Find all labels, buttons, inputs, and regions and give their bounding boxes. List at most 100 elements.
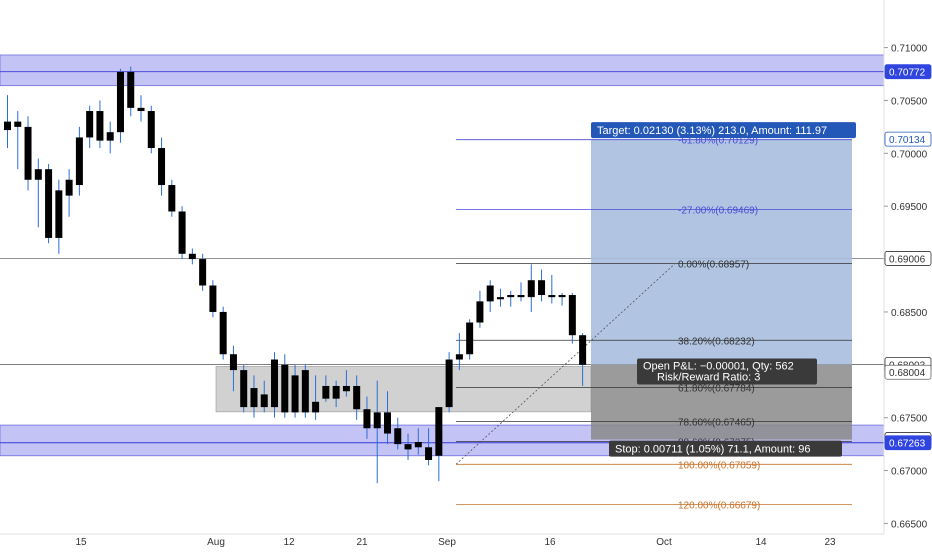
price-badge-label: 0.69006 <box>889 254 926 265</box>
stop-label: Stop: 0.00711 (1.05%) 71.1, Amount: 96 <box>615 444 811 456</box>
candle-body <box>250 388 258 408</box>
candle-body <box>558 295 566 298</box>
time-axis-label: 14 <box>755 537 767 548</box>
time-axis-label: 16 <box>544 537 556 548</box>
candle-body <box>240 370 248 408</box>
price-badge-label: 0.67263 <box>889 439 926 450</box>
candle-body <box>4 121 11 131</box>
candle-body <box>342 385 350 392</box>
candle-body <box>301 370 309 413</box>
candle-body <box>271 359 279 408</box>
candle-body <box>260 394 268 408</box>
stop-label-box <box>609 440 842 457</box>
price-badge <box>884 251 932 266</box>
target-zone <box>591 139 852 365</box>
fib-level-label: -27.00%(0.69469) <box>678 205 758 216</box>
candle-body <box>209 285 217 312</box>
fib-trend-line <box>455 263 676 465</box>
pnl-label: Open P&L: −0.00001, Qty: 562 <box>643 360 794 372</box>
candle-body <box>291 375 299 413</box>
candle-body <box>394 428 402 445</box>
fib-level-label: 61.80%(0.67784) <box>678 384 755 395</box>
target-label-box <box>591 122 856 139</box>
fib-level-label: 38.20%(0.68232) <box>678 336 755 347</box>
fib-level-label: 0.00%(0.68957) <box>678 260 749 271</box>
candle-body <box>55 190 63 238</box>
range-zone <box>215 366 592 413</box>
price-badge <box>884 131 932 147</box>
candle-body <box>579 335 587 365</box>
candle-body <box>168 185 176 212</box>
fib-level-label: -61.80%(0.70129) <box>678 136 758 147</box>
candle-body <box>65 179 73 196</box>
candle-body <box>548 295 556 298</box>
fib-level-label: 78.60%(0.67465) <box>678 417 755 428</box>
candle-body <box>322 385 330 399</box>
candle-body <box>45 169 53 238</box>
candle-body <box>188 253 196 260</box>
target-label: Target: 0.02130 (3.13%) 213.0, Amount: 1… <box>597 125 827 137</box>
candle-body <box>363 409 371 429</box>
time-axis-label: 12 <box>283 537 295 548</box>
candle-body <box>445 359 453 408</box>
time-axis-label: Oct <box>656 537 672 548</box>
price-tick-label: 0.70500 <box>891 96 928 107</box>
candle-body <box>527 280 535 298</box>
candle-body <box>116 71 124 133</box>
price-badge-label: 0.68004 <box>889 368 926 379</box>
candle-body <box>353 385 361 410</box>
price-tick-label: 0.68500 <box>891 308 928 319</box>
time-axis-label: 15 <box>75 537 87 548</box>
candle-body <box>127 71 135 108</box>
candle-body <box>106 132 114 141</box>
candle-body <box>466 322 474 355</box>
candle-body <box>147 111 155 149</box>
time-axis-label: 23 <box>824 537 836 548</box>
price-badge <box>884 435 932 451</box>
candle-body <box>178 211 186 254</box>
price-badge <box>884 64 932 80</box>
candle-body <box>158 148 166 186</box>
candle-body <box>24 126 32 180</box>
price-tick-label: 0.66500 <box>891 519 928 530</box>
candle-body <box>517 295 525 298</box>
candle-body <box>199 259 207 286</box>
candle-body <box>34 169 42 180</box>
candle-body <box>96 111 104 141</box>
candle-body <box>219 311 227 355</box>
candle-body <box>425 447 433 460</box>
candle-body <box>507 295 515 298</box>
price-tick-label: 0.69500 <box>891 202 928 213</box>
price-tick-label: 0.70000 <box>891 149 928 160</box>
candle-body <box>414 442 422 448</box>
candle-body <box>404 444 412 450</box>
candle-body <box>312 401 320 413</box>
time-axis-label: Sep <box>438 537 456 548</box>
fib-level-label: 120.00%(0.66679) <box>678 500 760 511</box>
price-tick-label: 0.67500 <box>891 414 928 425</box>
time-axis-label: Aug <box>207 537 225 548</box>
price-badge-label: 0.70772 <box>889 68 926 79</box>
candle-body <box>14 121 22 127</box>
pnl-label-box <box>637 358 817 385</box>
candle-body <box>496 297 504 300</box>
time-axis-label: 21 <box>356 537 368 548</box>
candle-body <box>229 354 237 371</box>
candle-body <box>332 385 340 399</box>
candle-body <box>435 407 443 456</box>
candle-body <box>455 354 463 360</box>
rr-label: Risk/Reward Ratio: 3 <box>657 371 760 383</box>
candle-body <box>476 301 484 323</box>
candle-body <box>568 295 576 336</box>
price-tick-label: 0.71000 <box>891 44 928 55</box>
candle-body <box>538 280 546 296</box>
candle-body <box>383 412 391 434</box>
candle-body <box>373 412 381 429</box>
price-badge-label: 0.70134 <box>889 135 926 146</box>
candle-body <box>75 137 83 186</box>
price-tick-label: 0.67000 <box>891 467 928 478</box>
candle-body <box>86 111 94 138</box>
resistance-zone <box>0 54 885 87</box>
